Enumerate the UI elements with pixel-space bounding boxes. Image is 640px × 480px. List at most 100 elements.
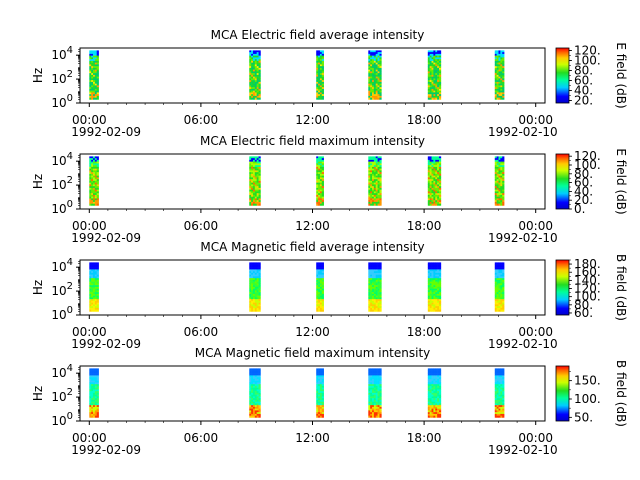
data-pass [427,50,442,100]
data-pass [494,368,505,418]
y-tick-label: 100 [51,199,73,216]
data-pass [368,50,382,100]
colorbar [555,259,570,316]
data-pass [249,368,261,418]
colorbar-tick-label: 20. [574,193,593,207]
colorbar-tick-label: 180. [574,257,601,271]
y-axis-label: Hz [31,280,45,295]
axes-frame [79,153,546,210]
data-pass [427,262,442,312]
x-tick-label: 00:00 [72,431,107,445]
colorbar-tick-label: 60. [574,306,593,320]
colorbar-label: B field (dB) [614,254,628,321]
colorbar-tick-label: 80. [574,298,593,312]
colorbar-tick-label: 0. [574,202,585,216]
x-tick-label: 18:00 [407,431,442,445]
data-pass [427,156,442,206]
x-start-date: 1992-02-09 [71,231,141,245]
data-pass [494,262,505,312]
data-pass [89,50,99,100]
colorbar-tick-label: 120. [574,282,601,296]
y-axis-label: Hz [31,386,45,401]
colorbar-label: E field (dB) [614,42,628,108]
colorbar-tick-label: 60. [574,74,593,88]
x-tick-label: 12:00 [295,325,330,339]
data-pass [89,368,99,418]
colorbar-tick-label: 160. [574,265,601,279]
data-pass [316,156,324,206]
colorbar-tick-label: 80. [574,64,593,78]
x-tick-label: 00:00 [518,325,553,339]
data-pass [368,368,382,418]
y-tick-label: 102 [51,281,73,298]
panel-3: MCA Magnetic field average intensity 100 1… [31,240,628,351]
x-end-date: 1992-02-10 [488,337,558,351]
y-tick-label: 102 [51,175,73,192]
x-start-date: 1992-02-09 [71,443,141,457]
data-pass [494,50,505,100]
colorbar [555,47,570,104]
data-pass [249,156,261,206]
y-tick-label: 102 [51,387,73,404]
axes-frame [79,259,546,316]
x-tick-label: 18:00 [407,219,442,233]
data-pass [368,156,382,206]
panel-title: MCA Magnetic field average intensity [200,240,424,254]
x-tick-label: 00:00 [72,113,107,127]
colorbar-tick-label: 100. [574,54,601,68]
panel-4: MCA Magnetic field maximum intensity 100 1… [31,346,628,457]
y-axis-label: Hz [31,68,45,83]
data-pass [316,50,324,100]
data-pass [249,50,261,100]
x-end-date: 1992-02-10 [488,231,558,245]
x-tick-label: 12:00 [295,113,330,127]
y-tick-label: 100 [51,93,73,110]
data-pass [427,368,442,418]
x-tick-label: 00:00 [72,325,107,339]
panel-2: MCA Electric field maximum intensity 100 1… [31,134,628,245]
colorbar-tick-label: 60. [574,176,593,190]
y-tick-label: 100 [51,411,73,428]
y-tick-label: 104 [51,257,73,274]
y-tick-label: 104 [51,151,73,168]
colorbar-tick-label: 100. [574,392,601,406]
x-tick-label: 12:00 [295,219,330,233]
x-tick-label: 06:00 [184,431,219,445]
data-pass [89,156,99,206]
data-pass [368,262,382,312]
colorbar-tick-label: 100. [574,290,601,304]
colorbar-tick-label: 150. [574,374,601,388]
y-tick-label: 102 [51,69,73,86]
panel-title: MCA Magnetic field maximum intensity [195,346,431,360]
colorbar-tick-label: 120. [574,149,601,163]
x-tick-label: 06:00 [184,113,219,127]
panel-1: MCA Electric field average intensity 100 1… [31,28,628,139]
colorbar-tick-label: 40. [574,184,593,198]
x-tick-label: 00:00 [518,431,553,445]
axes-frame [79,365,546,422]
x-tick-label: 18:00 [407,325,442,339]
x-end-date: 1992-02-10 [488,125,558,139]
x-tick-label: 18:00 [407,113,442,127]
colorbar-tick-label: 20. [574,94,593,108]
x-tick-label: 06:00 [184,219,219,233]
colorbar-tick-label: 50. [574,410,593,424]
x-start-date: 1992-02-09 [71,337,141,351]
y-tick-label: 104 [51,363,73,380]
x-start-date: 1992-02-09 [71,125,141,139]
panel-title: MCA Electric field maximum intensity [200,134,425,148]
colorbar [555,153,570,210]
colorbar-tick-label: 100. [574,158,601,172]
colorbar-tick-label: 140. [574,273,601,287]
data-pass [316,262,324,312]
data-pass [316,368,324,418]
y-tick-label: 100 [51,305,73,322]
y-tick-label: 104 [51,45,73,62]
data-pass [89,262,99,312]
data-pass [494,156,505,206]
x-tick-label: 12:00 [295,431,330,445]
colorbar-tick-label: 80. [574,167,593,181]
x-tick-label: 00:00 [518,219,553,233]
x-tick-label: 00:00 [518,113,553,127]
